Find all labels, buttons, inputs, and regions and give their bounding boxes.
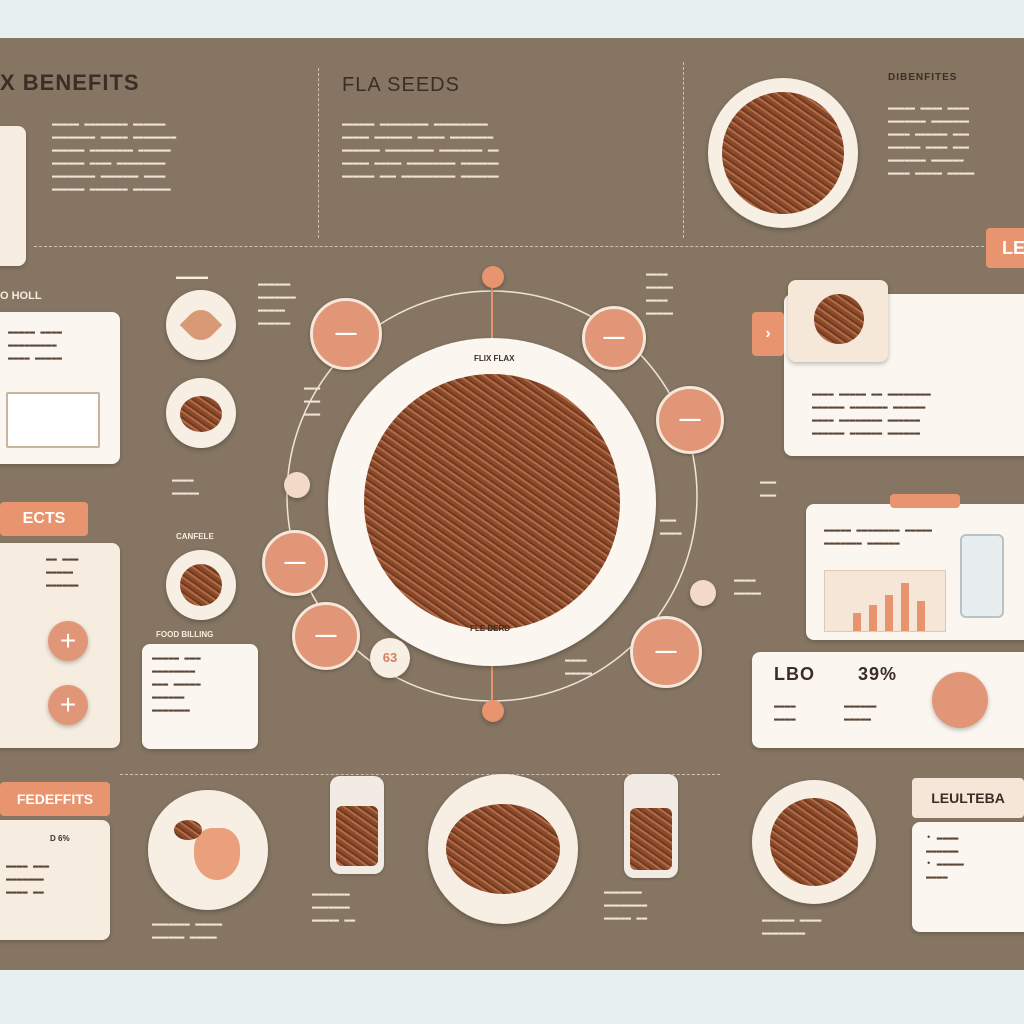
info-card: ▬▬▬▬ ▬▬▬▬▬ ▬▬ ▬▬▬▬▬▬▬▬ ▬▬▬▬▬▬ ▬▬▬▬▬▬▬ ▬▬▬… xyxy=(784,280,1024,456)
seed-plate-image xyxy=(752,780,876,904)
flower-image xyxy=(788,280,888,362)
food-label: FOOD BILLING xyxy=(156,630,214,639)
stats-card: LBO 39% ▬▬▬▬ ▬▬▬▬ ▬▬▬▬▬▬ ▬▬▬▬▬ xyxy=(752,652,1024,748)
intro-text-right: ▬▬▬▬▬ ▬▬▬▬ ▬▬▬▬ ▬▬▬▬▬▬▬ ▬▬▬▬▬▬▬ ▬▬▬▬ ▬▬▬▬▬… xyxy=(888,103,975,178)
title-mid: FLA SEEDS xyxy=(342,74,460,96)
seed-icon xyxy=(932,672,988,728)
effects-tab[interactable]: ECTS xyxy=(0,502,88,536)
orbit-badge[interactable]: ▬▬▬ xyxy=(630,616,702,688)
orbit-badge[interactable]: ▬▬▬ xyxy=(292,602,360,670)
seed-jar-image xyxy=(330,776,384,874)
bottle-icon xyxy=(960,534,1004,618)
orbit-badge[interactable]: ▬▬▬ xyxy=(582,306,646,370)
right-tab[interactable]: LEI xyxy=(986,228,1024,268)
ring-note: ▬▬▬▬▬▬▬▬▬ xyxy=(734,575,762,598)
book-card: ▬▬▬▬▬ ▬▬▬▬ ▬▬▬▬▬▬▬▬▬ ▬▬▬▬ ▬▬▬▬▬ xyxy=(0,312,120,464)
bottom-left-item: D 6% xyxy=(50,834,70,843)
arrow-icon xyxy=(482,266,504,288)
intro-text-left: ▬▬▬▬▬ ▬▬▬▬▬▬▬▬ ▬▬▬▬▬▬ ▬▬▬▬▬▬▬▬ ▬▬▬▬▬ ▬▬▬▬… xyxy=(52,119,177,194)
orbit-badge[interactable]: ▬▬▬ xyxy=(656,386,724,454)
bar-chart-image xyxy=(824,570,946,632)
seed-plate-image xyxy=(428,774,578,924)
stat1-value: LBO xyxy=(774,664,815,684)
ring-note: ▬▬▬ ▬▬▬▬ xyxy=(660,515,682,538)
bottom-left-tab[interactable]: FEDEFFITS xyxy=(0,782,110,816)
arrow-icon xyxy=(284,472,310,498)
seed-jar-image xyxy=(624,774,678,878)
arrow-icon[interactable]: › xyxy=(752,312,784,356)
caption-text: ▬▬▬▬▬▬▬ ▬▬▬▬▬ ▬▬▬▬▬▬ ▬▬▬▬▬ xyxy=(152,919,223,942)
ring-note: ▬▬▬▬ ▬▬▬▬▬ ▬▬▬▬ ▬▬▬▬▬ xyxy=(646,269,674,318)
ring-note: ▬▬▬▬▬▬▬▬▬ xyxy=(565,655,593,678)
number-badge: 63 xyxy=(370,638,410,678)
bottom-left-card: D 6% ▬▬▬▬ ▬▬▬ ▬▬▬▬▬▬▬ ▬▬▬▬ ▬▬ xyxy=(0,820,110,940)
divider xyxy=(120,774,720,775)
note-text: ▬▬▬▬▬▬ ▬▬▬▬▬▬▬ ▬▬▬▬▬ ▬▬▬▬▬▬ xyxy=(258,279,296,328)
caption-text: ▬▬▬▬▬▬▬ ▬▬▬▬▬▬▬▬ ▬▬▬▬▬ ▬▬ xyxy=(604,887,648,923)
ring-note: ▬▬▬▬▬▬▬▬▬ xyxy=(172,475,200,498)
title-left: X BENEFITS xyxy=(0,70,140,95)
seed-pile-icon xyxy=(166,378,236,448)
flax-seeds-image xyxy=(364,374,620,630)
ring-note: ▬▬▬▬▬▬▬▬▬ xyxy=(304,383,321,419)
plus-icon[interactable]: + xyxy=(48,685,88,725)
seed-pile-icon xyxy=(166,550,236,620)
bottom-right-tab[interactable]: LEULTEBA xyxy=(912,778,1024,818)
stat2-value: 39% xyxy=(858,664,898,684)
arrow-icon xyxy=(482,700,504,722)
center-plate xyxy=(328,338,656,666)
ring-note: ▬▬▬ ▬▬▬ xyxy=(760,477,777,500)
caption-text: ▬▬▬▬▬▬ ▬▬▬▬ ▬▬▬▬▬▬▬▬ xyxy=(762,915,822,938)
title-right: DIBENFITES xyxy=(888,72,958,83)
infographic-board: X BENEFITS FLA SEEDS DIBENFITES ▬▬▬▬▬ ▬▬… xyxy=(0,38,1024,970)
divider xyxy=(683,62,684,238)
bottom-right-card: • ▬▬▬▬ ▬▬▬▬▬▬ • ▬▬▬▬▬ ▬▬▬▬ xyxy=(912,822,1024,932)
seed-bowl-image xyxy=(708,78,858,228)
chart-card: ▬▬▬▬▬ ▬▬▬▬▬▬▬▬ ▬▬▬▬▬ ▬▬▬▬▬▬▬ ▬▬▬▬▬▬ xyxy=(806,494,1024,640)
box-heading: O HOLL xyxy=(0,290,42,302)
ring-bottom-label: FLE BERD xyxy=(470,624,510,633)
plus-icon[interactable]: + xyxy=(48,621,88,661)
orbit-badge[interactable]: ▬▬▬ xyxy=(310,298,382,370)
hand-icon xyxy=(148,790,268,910)
arrow-icon xyxy=(690,580,716,606)
leaf-icon xyxy=(166,290,236,360)
chart-card-tab xyxy=(890,494,960,508)
stat-label: CANFELE xyxy=(176,532,214,541)
ring-top-label: FLIX FLAX xyxy=(474,354,515,363)
header-side-card xyxy=(0,126,26,266)
dna-icon xyxy=(6,392,100,448)
small-label: ▬▬▬▬ xyxy=(176,272,208,281)
effects-card: + + ▬▬ ▬▬▬ ▬▬▬▬▬ ▬▬▬▬▬▬ xyxy=(0,543,120,748)
intro-text-mid: ▬▬▬▬▬▬ ▬▬▬▬▬▬▬▬▬ ▬▬▬▬▬▬▬▬▬▬ ▬▬▬▬▬ ▬▬▬▬▬▬▬… xyxy=(342,119,499,181)
divider xyxy=(34,246,984,247)
orbit-badge[interactable]: ▬▬▬ xyxy=(262,530,328,596)
divider xyxy=(318,68,319,238)
food-card: ▬▬▬▬▬ ▬▬▬ ▬▬▬▬▬▬▬▬ ▬▬▬ ▬▬▬▬▬ ▬▬▬▬▬▬ ▬▬▬▬▬▬▬ xyxy=(142,644,258,749)
caption-text: ▬▬▬▬▬▬▬ ▬▬▬▬▬▬▬ ▬▬▬▬▬ ▬▬ xyxy=(312,889,356,925)
